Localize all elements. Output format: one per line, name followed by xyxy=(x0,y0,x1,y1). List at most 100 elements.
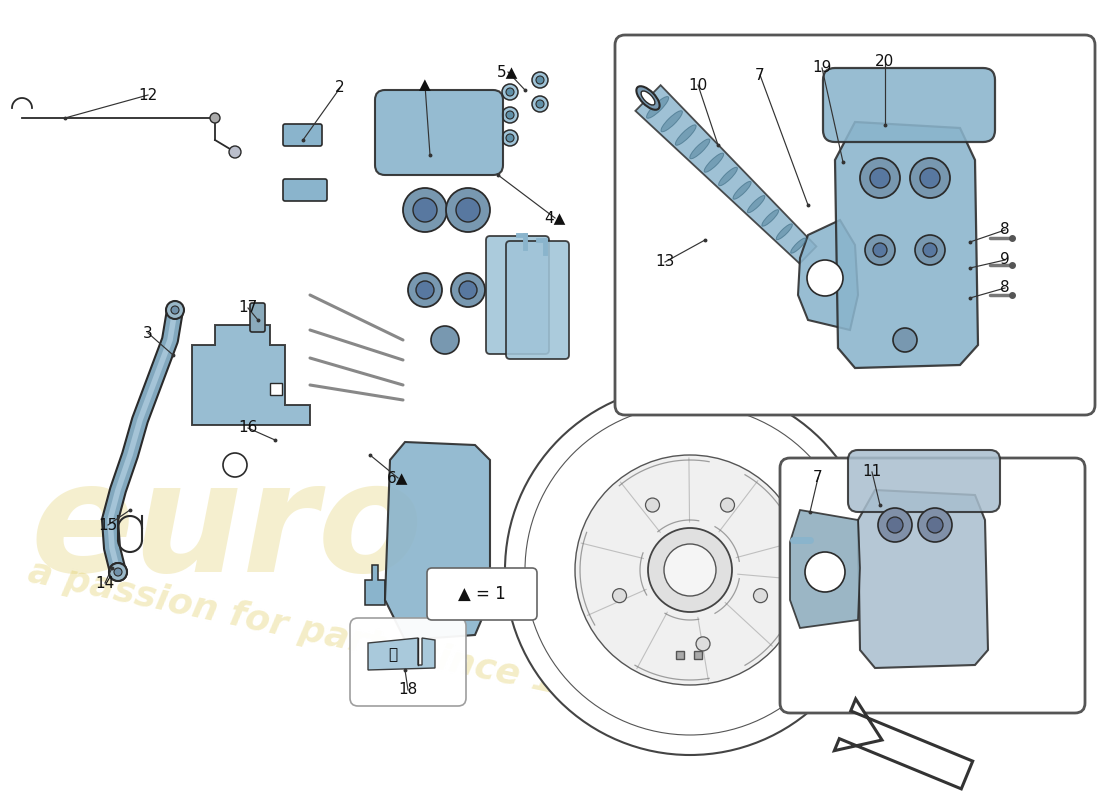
FancyBboxPatch shape xyxy=(350,618,466,706)
Circle shape xyxy=(166,301,184,319)
Circle shape xyxy=(536,76,544,84)
Circle shape xyxy=(923,243,937,257)
Circle shape xyxy=(223,453,248,477)
Polygon shape xyxy=(635,230,690,312)
Circle shape xyxy=(860,158,900,198)
FancyBboxPatch shape xyxy=(780,458,1085,713)
Text: 4▲: 4▲ xyxy=(544,210,565,226)
Circle shape xyxy=(807,260,843,296)
FancyBboxPatch shape xyxy=(283,124,322,146)
Circle shape xyxy=(412,198,437,222)
Circle shape xyxy=(805,552,845,592)
Polygon shape xyxy=(368,638,434,670)
Circle shape xyxy=(575,455,805,685)
Circle shape xyxy=(536,100,544,108)
Circle shape xyxy=(915,235,945,265)
Text: 19: 19 xyxy=(812,61,832,75)
FancyBboxPatch shape xyxy=(375,90,503,175)
Polygon shape xyxy=(835,699,972,789)
Circle shape xyxy=(170,306,179,314)
FancyBboxPatch shape xyxy=(694,651,702,659)
Ellipse shape xyxy=(718,167,737,186)
Circle shape xyxy=(506,88,514,96)
Polygon shape xyxy=(365,565,385,605)
Circle shape xyxy=(525,405,855,735)
Text: 5▲: 5▲ xyxy=(497,65,519,79)
Circle shape xyxy=(109,563,126,581)
Text: a passion for parts since 19: a passion for parts since 19 xyxy=(25,554,584,706)
Circle shape xyxy=(870,168,890,188)
Polygon shape xyxy=(835,122,978,368)
Circle shape xyxy=(505,385,874,755)
Circle shape xyxy=(416,281,434,299)
Circle shape xyxy=(878,508,912,542)
FancyBboxPatch shape xyxy=(506,241,569,359)
Text: 8: 8 xyxy=(1000,222,1010,238)
Text: 10: 10 xyxy=(689,78,707,93)
Circle shape xyxy=(646,498,660,512)
Circle shape xyxy=(229,146,241,158)
Circle shape xyxy=(873,243,887,257)
Ellipse shape xyxy=(690,139,710,158)
Ellipse shape xyxy=(791,238,806,254)
Circle shape xyxy=(114,568,122,576)
Text: 8: 8 xyxy=(1000,281,1010,295)
Text: 9: 9 xyxy=(1000,253,1010,267)
Ellipse shape xyxy=(762,210,779,226)
Text: 6▲: 6▲ xyxy=(387,470,409,486)
Text: 17: 17 xyxy=(239,301,257,315)
Ellipse shape xyxy=(747,195,764,213)
Text: 2: 2 xyxy=(336,81,344,95)
Circle shape xyxy=(720,498,735,512)
Circle shape xyxy=(210,113,220,123)
Polygon shape xyxy=(858,490,988,668)
Text: euro: euro xyxy=(30,455,422,605)
Circle shape xyxy=(532,96,548,112)
Text: Old solution: Old solution xyxy=(881,663,984,678)
Text: 3: 3 xyxy=(143,326,153,341)
Text: 7: 7 xyxy=(813,470,823,486)
Circle shape xyxy=(532,72,548,88)
Circle shape xyxy=(865,235,895,265)
Text: Soluzione superata: Soluzione superata xyxy=(850,678,1015,693)
FancyBboxPatch shape xyxy=(486,236,549,354)
Circle shape xyxy=(910,158,950,198)
Ellipse shape xyxy=(733,182,751,199)
FancyBboxPatch shape xyxy=(250,303,265,332)
Ellipse shape xyxy=(777,224,792,240)
Ellipse shape xyxy=(675,125,696,146)
Text: 13: 13 xyxy=(656,254,674,270)
Circle shape xyxy=(754,589,768,602)
Circle shape xyxy=(648,528,732,612)
Text: 12: 12 xyxy=(139,87,157,102)
Circle shape xyxy=(506,134,514,142)
Circle shape xyxy=(887,517,903,533)
Polygon shape xyxy=(790,510,860,628)
Circle shape xyxy=(459,281,477,299)
Circle shape xyxy=(920,168,940,188)
Text: ▲: ▲ xyxy=(419,78,431,93)
Circle shape xyxy=(506,111,514,119)
Circle shape xyxy=(403,188,447,232)
Ellipse shape xyxy=(647,97,669,118)
Text: 11: 11 xyxy=(862,465,881,479)
FancyBboxPatch shape xyxy=(283,179,327,201)
Text: 16: 16 xyxy=(239,421,257,435)
FancyBboxPatch shape xyxy=(676,651,684,659)
Polygon shape xyxy=(385,442,490,640)
Circle shape xyxy=(613,589,627,602)
Text: 14: 14 xyxy=(96,575,114,590)
FancyBboxPatch shape xyxy=(270,383,282,395)
Circle shape xyxy=(893,328,917,352)
FancyBboxPatch shape xyxy=(427,568,537,620)
Circle shape xyxy=(456,198,480,222)
Text: 20: 20 xyxy=(876,54,894,70)
Circle shape xyxy=(664,544,716,596)
Text: 7: 7 xyxy=(756,67,764,82)
Circle shape xyxy=(431,326,459,354)
Circle shape xyxy=(918,508,952,542)
FancyBboxPatch shape xyxy=(823,68,996,142)
Circle shape xyxy=(446,188,490,232)
Circle shape xyxy=(927,517,943,533)
Polygon shape xyxy=(192,325,310,425)
